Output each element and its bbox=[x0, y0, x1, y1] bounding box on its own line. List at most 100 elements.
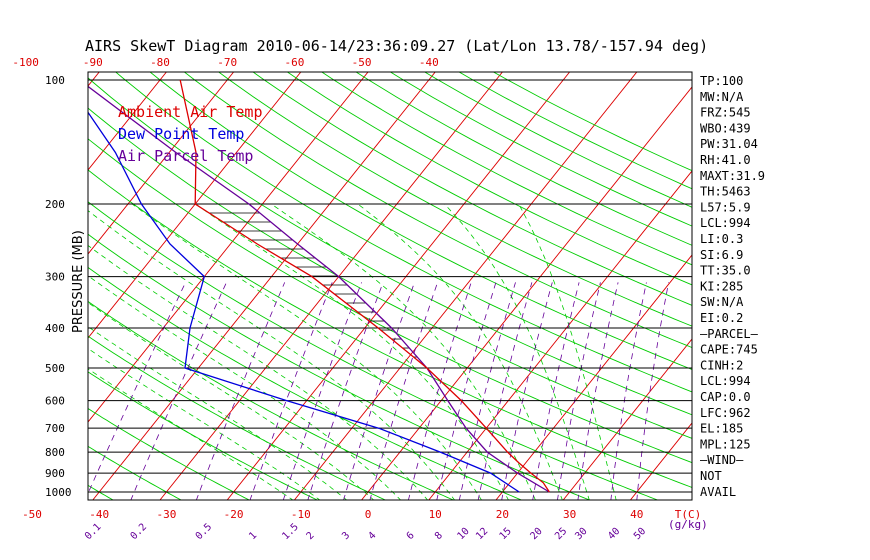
isotherm-line bbox=[88, 72, 167, 171]
grid-lines bbox=[0, 61, 692, 501]
bottom-temp-tick-label: 30 bbox=[563, 508, 576, 521]
mixing-ratio-label: 1 bbox=[247, 530, 259, 542]
index-entry: LI:0.3 bbox=[700, 232, 743, 246]
index-entry: EI:0.2 bbox=[700, 311, 743, 325]
isotherm-line bbox=[92, 72, 436, 500]
bottom-temp-tick-label: -50 bbox=[22, 508, 42, 521]
index-entry: TH:5463 bbox=[700, 185, 751, 199]
top-temp-tick-label: -70 bbox=[217, 56, 237, 69]
y-axis-label: PRESSURE (MB) bbox=[71, 230, 86, 333]
index-entry: TT:35.0 bbox=[700, 264, 751, 278]
isotherm-line bbox=[293, 72, 638, 500]
moist-adiabat-line bbox=[88, 326, 348, 500]
mixing-ratio-label: 4 bbox=[366, 530, 378, 542]
index-entry: AVAIL bbox=[700, 485, 736, 499]
isotherm-line bbox=[0, 61, 41, 501]
dry-adiabat-line bbox=[115, 72, 692, 393]
index-entry: LFC:962 bbox=[700, 406, 751, 420]
bottom-temp-tick-label: -20 bbox=[224, 508, 244, 521]
mixing-ratio-line bbox=[532, 282, 580, 500]
isotherm-line bbox=[361, 86, 692, 500]
moist-adiabat-line bbox=[88, 244, 429, 500]
mixing-ratio-label: 15 bbox=[498, 526, 514, 542]
dry-adiabat-line bbox=[88, 266, 523, 500]
mixing-ratio-line bbox=[369, 282, 438, 500]
mixing-ratio-label: 50 bbox=[632, 526, 648, 542]
chart-title: AIRS SkewT Diagram 2010-06-14/23:36:09.2… bbox=[85, 37, 708, 55]
top-temp-tick-label: -80 bbox=[150, 56, 170, 69]
mixing-ratio-line bbox=[249, 282, 333, 500]
top-temp-tick-label: -90 bbox=[83, 56, 103, 69]
mixing-ratio-line bbox=[88, 282, 186, 495]
moist-adiabat-line bbox=[357, 203, 563, 500]
bottom-temp-tick-label: 40 bbox=[630, 508, 643, 521]
mixing-ratio-label: 1.5 bbox=[280, 522, 301, 543]
legend-entry: Dew Point Temp bbox=[118, 125, 244, 143]
pressure-tick-label: 100 bbox=[45, 74, 65, 87]
moist-adiabat-line bbox=[88, 275, 402, 500]
mixing-ratio-line bbox=[610, 282, 647, 500]
moist-adiabat-line bbox=[195, 203, 509, 500]
dry-adiabat-line bbox=[0, 61, 46, 501]
dry-adiabat-line bbox=[88, 445, 183, 500]
index-entry: EL:185 bbox=[700, 422, 743, 436]
plot-frame bbox=[87, 71, 693, 501]
index-entry: LCL:994 bbox=[700, 216, 751, 230]
isotherm-line bbox=[88, 72, 302, 339]
dry-adiabat-line bbox=[88, 233, 591, 500]
mixing-ratio-label: 10 bbox=[455, 526, 471, 542]
top-temp-tick-label: -100 bbox=[12, 56, 39, 69]
index-entry: FRZ:545 bbox=[700, 106, 751, 120]
index-entry: TP:100 bbox=[700, 74, 743, 88]
cape-hatching bbox=[195, 203, 418, 358]
index-entry: L57:5.9 bbox=[700, 200, 751, 214]
index-entry: —PARCEL— bbox=[700, 327, 759, 341]
isotherm-line bbox=[226, 72, 571, 500]
top-temp-tick-label: -60 bbox=[284, 56, 304, 69]
isotherm-line bbox=[88, 72, 235, 255]
dry-adiabat-line bbox=[252, 72, 692, 306]
isotherm-line bbox=[159, 72, 503, 500]
pressure-tick-label: 900 bbox=[45, 467, 65, 480]
bottom-temp-tick-label: -30 bbox=[156, 508, 176, 521]
dry-adiabat-line bbox=[88, 335, 387, 500]
dry-adiabat-line bbox=[88, 201, 659, 500]
mixing-ratio-label: 0.5 bbox=[194, 522, 215, 543]
pressure-tick-label: 700 bbox=[45, 422, 65, 435]
mixing-ratio-line bbox=[282, 282, 362, 500]
legend-entry: Air Parcel Temp bbox=[118, 147, 253, 165]
index-entry: LCL:994 bbox=[700, 374, 751, 388]
mixing-ratio-unit-label: (g/kg) bbox=[668, 518, 708, 531]
profile-lines bbox=[88, 79, 550, 493]
index-entry: CAPE:745 bbox=[700, 343, 758, 357]
mixing-ratio-label: 2 bbox=[305, 530, 317, 542]
isotherm-line bbox=[629, 422, 692, 500]
dry-adiabat-line bbox=[88, 169, 692, 488]
mixing-ratio-label: 30 bbox=[573, 526, 589, 542]
index-entry: MW:N/A bbox=[700, 90, 744, 104]
index-entry: RH:41.0 bbox=[700, 153, 751, 167]
index-entry: SI:6.9 bbox=[700, 248, 743, 262]
mixing-ratio-label: 0.2 bbox=[129, 522, 150, 543]
dry-adiabat-line bbox=[492, 72, 692, 172]
temperature-profile-line bbox=[179, 79, 550, 493]
bottom-temp-tick-label: 0 bbox=[365, 508, 372, 521]
moist-adiabat-line bbox=[131, 203, 482, 500]
index-entry: WBO:439 bbox=[700, 121, 751, 135]
isotherm-line bbox=[88, 72, 369, 423]
moist-adiabat-line bbox=[88, 368, 294, 500]
dry-adiabat-line bbox=[355, 72, 692, 246]
index-entry: NOT bbox=[700, 469, 722, 483]
mixing-ratio-line bbox=[577, 282, 619, 500]
index-entry: CINH:2 bbox=[700, 358, 743, 372]
dry-adiabat-line bbox=[88, 408, 251, 500]
pressure-tick-label: 400 bbox=[45, 322, 65, 335]
mixing-ratio-label: 20 bbox=[528, 526, 544, 542]
index-entry: —WIND— bbox=[700, 453, 744, 467]
mixing-ratio-line bbox=[195, 282, 286, 500]
dry-adiabat-line bbox=[286, 72, 692, 286]
dry-adiabat-line bbox=[88, 77, 692, 416]
isotherm-line bbox=[495, 254, 692, 500]
